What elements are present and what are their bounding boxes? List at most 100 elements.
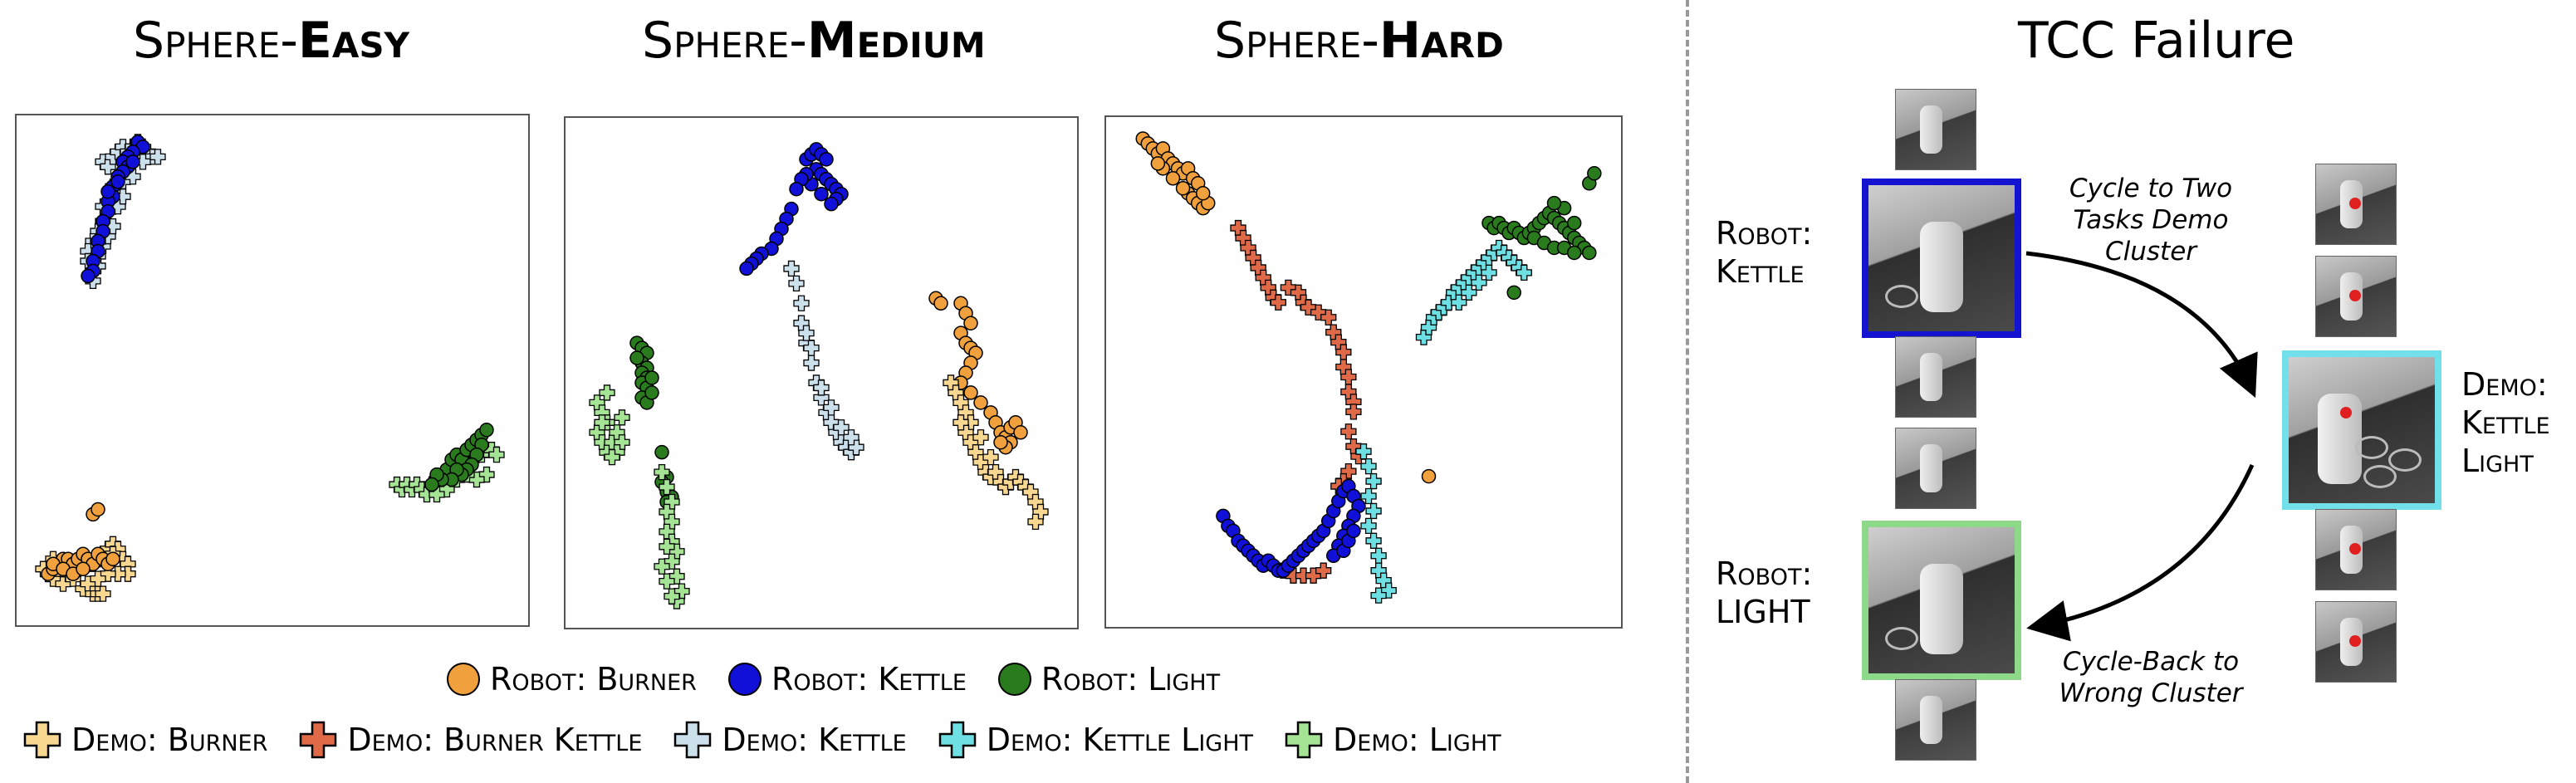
cycle-to-arrow (2025, 251, 2258, 399)
series-robot-burner (1135, 131, 1437, 484)
legend-demo-row: Demo: Burner Demo: Burner Kettle Demo: K… (22, 719, 1531, 761)
point-demo-light (604, 449, 620, 466)
legend-demo-light-swatch (1285, 721, 1323, 759)
point-demo-kettle (149, 149, 166, 165)
series-robot-kettle (739, 142, 849, 276)
cycle-to-two-tasks-label: Cycle to Two Tasks Demo Cluster (2069, 174, 2233, 267)
tcc-failure-title: TCC Failure (2018, 12, 2295, 70)
scatter-sphere-hard (1104, 115, 1623, 629)
point-robot-light (629, 350, 644, 365)
point-demo-kettle-light (1365, 472, 1382, 490)
point-robot-light (1566, 245, 1582, 261)
point-demo-kettle (833, 419, 850, 436)
point-robot-kettle (789, 181, 804, 197)
point-demo-light (429, 486, 445, 503)
point-robot-burner (1013, 425, 1028, 440)
demo-frame-thumbnail (2315, 601, 2397, 683)
legend-robot-row: Robot: Burner Robot: Kettle Robot: Light (445, 661, 1250, 697)
point-robot-kettle (814, 186, 829, 202)
point-demo-kettle (788, 275, 805, 292)
point-demo-kettle (823, 399, 840, 416)
scatter-sphere-medium (564, 116, 1079, 629)
plot-sphere-hard (1104, 115, 1623, 629)
robot-light-label: Robot: LIGHT (1716, 555, 1813, 630)
point-demo-kettle-light (1461, 284, 1477, 301)
legend-robot-kettle-swatch (727, 663, 762, 696)
cycle-back-arrow (2026, 463, 2255, 642)
legend-circle-marker (997, 663, 1031, 696)
robot-frame-thumbnail (1895, 428, 1976, 509)
point-robot-kettle (739, 261, 754, 276)
point-demo-kettle (813, 379, 830, 396)
series-robot-kettle (81, 135, 150, 284)
series-demo-light (589, 384, 690, 609)
point-demo-burner (953, 414, 969, 431)
point-robot-kettle (819, 152, 834, 167)
point-robot-burner (963, 385, 978, 400)
plot-sphere-easy (15, 114, 530, 627)
point-robot-light (424, 477, 439, 492)
legend-demo-burner-swatch (23, 721, 61, 759)
legend-plus-marker (23, 721, 61, 759)
legend-demo-kettle-light-swatch (938, 721, 976, 759)
point-demo-light (614, 409, 630, 426)
series-robot-light (424, 423, 494, 492)
series-robot-kettle (1216, 478, 1366, 578)
point-robot-light (1566, 215, 1582, 231)
point-robot-light (1587, 166, 1602, 181)
point-robot-light (1546, 195, 1562, 211)
point-demo-kettle (793, 295, 810, 311)
legend-demo-burner: Demo: Burner (22, 719, 267, 761)
demo-kettle-light-label: Demo: Kettle Light (2461, 366, 2550, 479)
robot-frame-thumbnail (1895, 336, 1976, 418)
point-demo-light (659, 573, 675, 590)
robot-light-frame (1862, 521, 2021, 680)
point-demo-light (664, 588, 680, 604)
point-robot-light (1506, 285, 1521, 301)
legend-plus-marker (938, 721, 976, 759)
point-demo-burner (982, 449, 999, 466)
point-demo-kettle (803, 340, 820, 356)
demo-frame-thumbnail (2315, 164, 2397, 245)
point-demo-burner (90, 570, 106, 587)
point-robot-burner (993, 434, 1008, 450)
point-robot-kettle (81, 268, 95, 284)
point-robot-light (654, 444, 669, 460)
point-robot-light (1582, 245, 1597, 261)
robot-kettle-label: Robot: Kettle (1716, 215, 1813, 290)
legend-robot-burner-swatch (447, 663, 480, 696)
title-sphere-medium: Sphere-Medium (642, 12, 986, 70)
point-demo-burner (1027, 513, 1044, 531)
scatter-sphere-easy (15, 114, 530, 627)
cycle-back-label: Cycle-Back to Wrong Cluster (2059, 647, 2243, 708)
point-robot-burner (1195, 185, 1211, 201)
point-demo-kettle-light (1370, 587, 1387, 604)
series-demo-kettle (783, 260, 864, 461)
point-robot-burner (91, 502, 105, 517)
legend-demo-light: Demo: Light (1283, 719, 1501, 761)
point-robot-kettle (110, 174, 125, 189)
point-demo-light (488, 447, 505, 463)
legend-plus-marker (1285, 721, 1323, 759)
legend-plus-marker (300, 721, 337, 759)
demo-frame-thumbnail (2315, 256, 2397, 337)
point-demo-burner-kettle (1315, 562, 1332, 579)
point-demo-kettle-light (1516, 264, 1532, 281)
legend-robot-kettle: Robot: Kettle (727, 661, 967, 697)
title-sphere-hard: Sphere-Hard (1214, 12, 1504, 70)
plot-sphere-medium (564, 116, 1079, 629)
point-demo-kettle-light (1481, 264, 1497, 281)
legend-demo-burner-kettle: Demo: Burner Kettle (297, 719, 642, 761)
point-robot-kettle (1346, 523, 1361, 539)
point-demo-burner (972, 429, 989, 446)
point-robot-light (479, 423, 494, 438)
point-robot-burner (963, 316, 978, 330)
point-demo-light (654, 558, 670, 575)
point-robot-light (644, 370, 659, 385)
legend-demo-kettle: Demo: Kettle (672, 719, 907, 761)
point-demo-burner (95, 585, 111, 602)
series-demo-burner (943, 374, 1049, 531)
point-robot-burner (1165, 171, 1181, 186)
demo-kettle-light-frame (2282, 350, 2441, 510)
point-demo-kettle-light (1365, 502, 1382, 520)
